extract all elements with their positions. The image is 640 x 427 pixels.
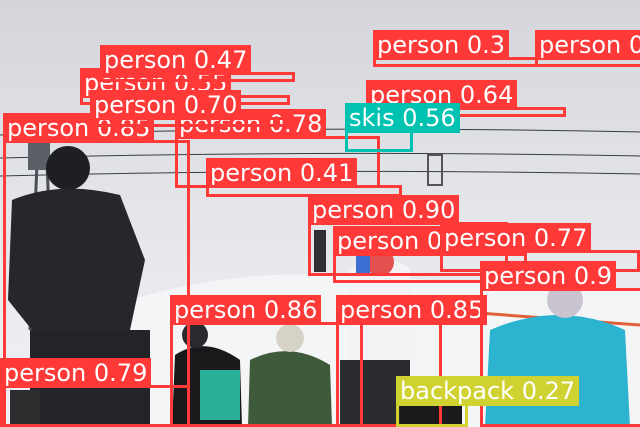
detection-label: person 0.79 <box>0 358 152 388</box>
detection-label: person 0.3 <box>373 30 510 60</box>
detection-label: person 0.90 <box>308 195 460 225</box>
lift-chair <box>427 154 443 186</box>
detection-label: person 0.77 <box>440 223 592 253</box>
detection-box: person 0.86 <box>170 295 363 427</box>
detection-label: person 0.41 <box>206 158 358 188</box>
detection-box: person 0.77 <box>440 223 640 272</box>
detection-label: person 0.9 <box>480 261 617 291</box>
detection-box: person 0.79 <box>0 358 190 427</box>
detection-box: skis 0.56 <box>345 103 460 152</box>
detection-box: person 0.90 <box>308 195 508 276</box>
detection-box: person 0.70 <box>90 90 290 127</box>
detection-box: person 0.85 <box>336 295 488 427</box>
detection-box: person 0.3 <box>373 30 538 67</box>
detection-box: backpack 0.27 <box>396 376 580 427</box>
detection-box: person 0.47 <box>100 45 295 82</box>
detection-label: person 0.86 <box>170 295 322 325</box>
detection-label: person 0.70 <box>90 90 242 120</box>
detection-label: skis 0.56 <box>345 103 460 133</box>
detection-label: person 0.85 <box>336 295 488 325</box>
detection-label: backpack 0.27 <box>396 376 580 406</box>
detection-label: person 0.76 <box>535 30 640 60</box>
detection-box: person 0.9 <box>480 261 640 427</box>
detection-label: person 0.47 <box>100 45 252 75</box>
detection-box: person 0.76 <box>535 30 640 67</box>
